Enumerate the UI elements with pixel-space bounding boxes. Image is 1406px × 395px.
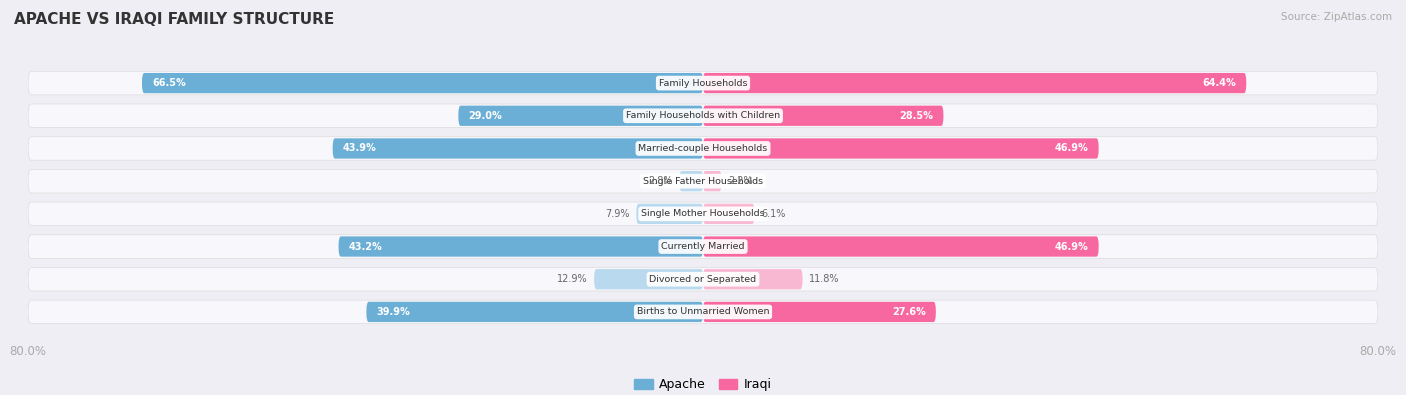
Text: 29.0%: 29.0%: [468, 111, 502, 121]
FancyBboxPatch shape: [28, 300, 1378, 324]
FancyBboxPatch shape: [28, 267, 1378, 291]
FancyBboxPatch shape: [703, 73, 1246, 93]
Text: 28.5%: 28.5%: [900, 111, 934, 121]
FancyBboxPatch shape: [458, 105, 703, 126]
Text: 6.1%: 6.1%: [761, 209, 786, 219]
Text: 2.8%: 2.8%: [648, 176, 672, 186]
Text: 11.8%: 11.8%: [810, 274, 839, 284]
Text: 46.9%: 46.9%: [1054, 143, 1088, 154]
Legend: Apache, Iraqi: Apache, Iraqi: [630, 373, 776, 395]
Text: 39.9%: 39.9%: [377, 307, 411, 317]
FancyBboxPatch shape: [703, 236, 1098, 257]
FancyBboxPatch shape: [637, 204, 703, 224]
Text: Family Households: Family Households: [659, 79, 747, 88]
Text: 43.9%: 43.9%: [343, 143, 377, 154]
FancyBboxPatch shape: [142, 73, 703, 93]
FancyBboxPatch shape: [28, 104, 1378, 128]
FancyBboxPatch shape: [703, 302, 936, 322]
Text: Divorced or Separated: Divorced or Separated: [650, 275, 756, 284]
FancyBboxPatch shape: [703, 105, 943, 126]
Text: Single Father Households: Single Father Households: [643, 177, 763, 186]
Text: Single Mother Households: Single Mother Households: [641, 209, 765, 218]
FancyBboxPatch shape: [28, 169, 1378, 193]
FancyBboxPatch shape: [339, 236, 703, 257]
FancyBboxPatch shape: [595, 269, 703, 290]
FancyBboxPatch shape: [28, 202, 1378, 226]
FancyBboxPatch shape: [703, 171, 721, 191]
FancyBboxPatch shape: [28, 137, 1378, 160]
Text: Family Households with Children: Family Households with Children: [626, 111, 780, 120]
Text: 64.4%: 64.4%: [1202, 78, 1236, 88]
FancyBboxPatch shape: [703, 204, 755, 224]
Text: 2.2%: 2.2%: [728, 176, 754, 186]
FancyBboxPatch shape: [28, 71, 1378, 95]
Text: Births to Unmarried Women: Births to Unmarried Women: [637, 307, 769, 316]
Text: 66.5%: 66.5%: [152, 78, 186, 88]
Text: Currently Married: Currently Married: [661, 242, 745, 251]
Text: 43.2%: 43.2%: [349, 241, 382, 252]
FancyBboxPatch shape: [703, 138, 1098, 159]
FancyBboxPatch shape: [679, 171, 703, 191]
Text: 27.6%: 27.6%: [891, 307, 925, 317]
Text: APACHE VS IRAQI FAMILY STRUCTURE: APACHE VS IRAQI FAMILY STRUCTURE: [14, 12, 335, 27]
FancyBboxPatch shape: [367, 302, 703, 322]
Text: 12.9%: 12.9%: [557, 274, 588, 284]
Text: 46.9%: 46.9%: [1054, 241, 1088, 252]
FancyBboxPatch shape: [703, 269, 803, 290]
FancyBboxPatch shape: [333, 138, 703, 159]
Text: Source: ZipAtlas.com: Source: ZipAtlas.com: [1281, 12, 1392, 22]
FancyBboxPatch shape: [28, 235, 1378, 258]
Text: 7.9%: 7.9%: [605, 209, 630, 219]
Text: Married-couple Households: Married-couple Households: [638, 144, 768, 153]
